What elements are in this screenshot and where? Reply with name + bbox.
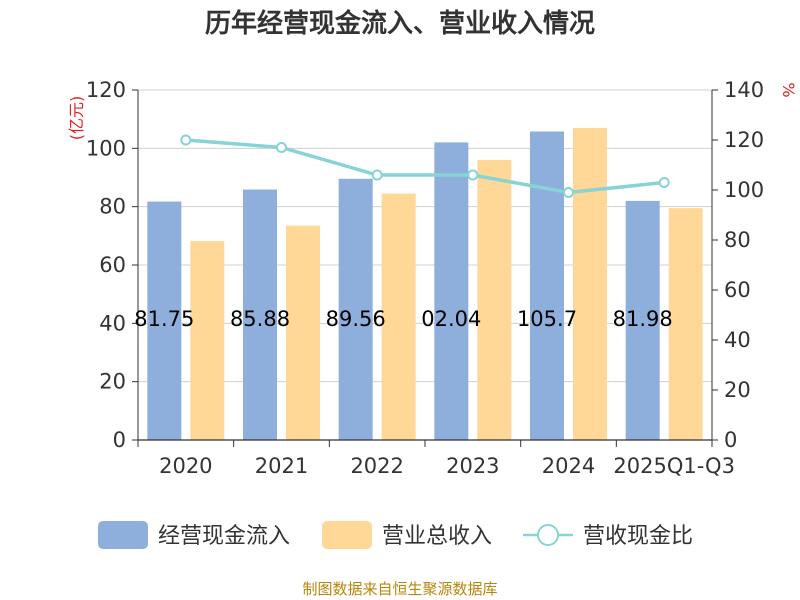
data-label: 81.98 <box>613 307 673 331</box>
bar-revenue <box>477 160 512 440</box>
data-label: 02.04 <box>421 307 481 331</box>
ratio-point <box>658 177 670 188</box>
source-note: 制图数据来自恒生聚源数据库 <box>302 580 497 598</box>
grid-layer <box>138 89 712 383</box>
bar-revenue <box>668 208 703 440</box>
ratio-point <box>276 142 287 153</box>
ratio-point <box>371 169 383 181</box>
x-tick-label: 2021 <box>255 454 308 478</box>
right-tick-label: 140 <box>724 78 764 102</box>
bar-cash-inflow <box>338 178 373 441</box>
bar-layer <box>147 127 703 441</box>
ratio-point <box>467 169 479 181</box>
bar-cash-inflow <box>625 200 660 440</box>
bar-revenue <box>381 193 416 440</box>
legend-swatch-marker <box>537 524 559 546</box>
right-tick-label: 60 <box>724 278 751 302</box>
legend-label: 经营现金流入 <box>158 524 290 549</box>
bar-revenue <box>286 225 320 440</box>
data-label: 85.88 <box>230 307 290 331</box>
left-tick-label: 80 <box>99 195 126 219</box>
right-tick-label: 0 <box>724 428 737 452</box>
right-tick-label: 40 <box>724 328 751 352</box>
data-label: 81.75 <box>134 307 194 331</box>
left-tick-label: 60 <box>99 253 126 277</box>
ratio-point <box>563 187 574 198</box>
left-tick-label: 120 <box>86 78 126 102</box>
chart-title: 历年经营现金流入、营业收入情况 <box>205 8 595 39</box>
data-label: 105.7 <box>517 307 577 331</box>
bar-revenue <box>190 241 225 440</box>
bar-cash-inflow <box>243 189 277 440</box>
legend-swatch <box>98 521 148 549</box>
line-layer <box>180 134 670 198</box>
legend-label: 营业总收入 <box>382 524 492 549</box>
bar-revenue <box>573 127 607 441</box>
right-tick-label: 120 <box>724 128 764 152</box>
ratio-point <box>180 134 192 146</box>
legend-swatch <box>322 521 372 549</box>
x-tick-label: 2022 <box>350 454 403 478</box>
left-tick-label: 20 <box>99 370 126 394</box>
x-tick-label: 2025Q1-Q3 <box>613 454 735 478</box>
right-axis-unit: % <box>779 82 798 97</box>
bar-cash-inflow <box>147 201 182 440</box>
bar-cash-inflow <box>434 142 469 440</box>
x-tick-label: 2024 <box>542 454 595 478</box>
right-tick-label: 20 <box>724 378 751 402</box>
left-tick-label: 100 <box>86 136 126 160</box>
right-tick-label: 100 <box>724 178 764 202</box>
right-tick-label: 80 <box>724 228 751 252</box>
left-tick-label: 0 <box>113 428 126 452</box>
legend: 经营现金流入 营业总收入 营收现金比 <box>98 521 693 549</box>
left-axis-unit: (亿元) <box>67 96 86 141</box>
bar-cash-inflow <box>530 131 564 441</box>
label-layer: 81.75 85.88 89.56 02.04 105.7 81.98 <box>134 307 672 331</box>
x-tick-label: 2020 <box>159 454 212 478</box>
legend-label: 营收现金比 <box>583 524 693 549</box>
left-tick-label: 40 <box>99 311 126 335</box>
axis-layer: 0 20 40 60 80 100 120 0 20 40 60 80 100 120 140 2020 202… <box>86 78 764 478</box>
x-tick-label: 2023 <box>446 454 499 478</box>
ratio-line <box>185 138 665 195</box>
data-label: 89.56 <box>326 307 386 331</box>
